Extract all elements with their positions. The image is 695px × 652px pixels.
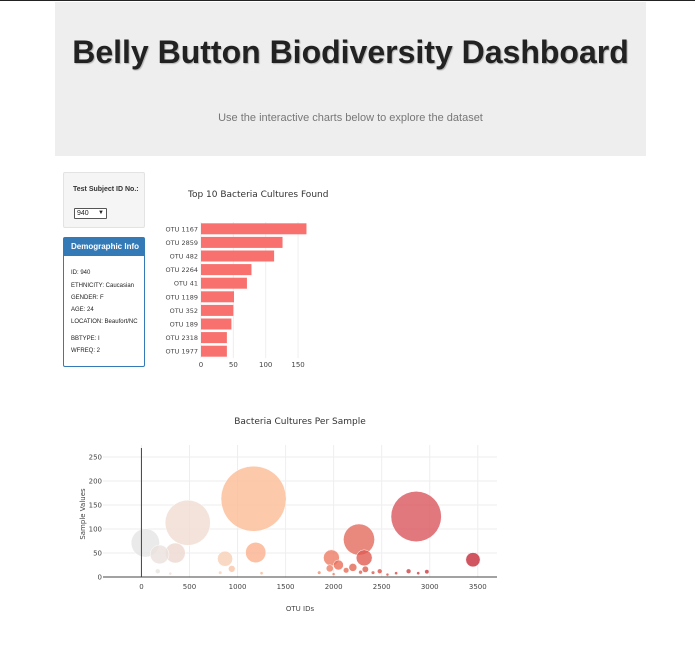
- bar-chart-y-tick-label: OTU 2859: [166, 239, 198, 247]
- bubble-chart-point[interactable]: [217, 550, 233, 567]
- bar-chart-bar[interactable]: [201, 318, 232, 330]
- bubble-chart-x-tick-label: 2000: [325, 583, 343, 591]
- bar-chart-bar[interactable]: [201, 264, 252, 276]
- bar-chart-y-tick-label: OTU 2264: [166, 266, 198, 274]
- top-border-line: [0, 0, 695, 1]
- bubble-chart-x-tick-label: 0: [139, 583, 143, 591]
- bar-chart-title: Top 10 Bacteria Cultures Found: [187, 190, 328, 200]
- bubble-chart-point[interactable]: [358, 569, 363, 575]
- bar-chart-bar[interactable]: [201, 250, 275, 262]
- bubble-chart-point[interactable]: [390, 491, 442, 542]
- bubble-chart-point[interactable]: [377, 568, 383, 574]
- demographic-row-gender: GENDER: F: [71, 295, 104, 301]
- subject-id-select[interactable]: 940 ▼: [74, 208, 107, 219]
- subject-selector-well: Test Subject ID No.: 940 ▼: [63, 172, 145, 228]
- bubble-chart-point[interactable]: [343, 523, 375, 556]
- bar-chart-y-tick-label: OTU 2318: [166, 334, 198, 342]
- bubble-chart-point[interactable]: [333, 559, 344, 571]
- bubble-chart-point[interactable]: [370, 570, 376, 575]
- bubble-chart-point[interactable]: [164, 499, 211, 546]
- bubble-chart-point[interactable]: [228, 565, 236, 573]
- bubble-chart-point[interactable]: [361, 565, 369, 573]
- bar-chart-x-tick-label: 0: [199, 361, 203, 369]
- bubble-chart-point[interactable]: [465, 552, 481, 568]
- bar-chart-x-tick-label: 50: [229, 361, 238, 369]
- bubble-chart-x-tick-label: 3000: [421, 583, 439, 591]
- bubble-chart-point[interactable]: [331, 572, 336, 576]
- bubble-chart-point[interactable]: [385, 572, 390, 577]
- bubble-chart-y-tick-label: 150: [89, 502, 102, 510]
- demographic-row-location: LOCATION: Beaufort/NC: [71, 319, 138, 325]
- bubble-chart-point[interactable]: [168, 571, 173, 576]
- bar-chart-bar[interactable]: [201, 223, 307, 235]
- bubble-chart-y-tick-label: 50: [93, 550, 102, 558]
- bubble-chart-point[interactable]: [355, 549, 373, 567]
- bar-chart-y-tick-label: OTU 1977: [166, 348, 198, 356]
- bubble-chart-x-axis-label: OTU IDs: [286, 605, 315, 613]
- chevron-down-icon: ▼: [98, 210, 104, 216]
- bar-chart-y-tick-label: OTU 1167: [166, 225, 198, 233]
- bubble-chart-point[interactable]: [424, 569, 430, 575]
- bubble-chart-point[interactable]: [245, 542, 267, 563]
- bubble-chart-point[interactable]: [394, 571, 398, 576]
- demographic-row-id: ID: 940: [71, 270, 91, 276]
- bubble-chart-x-tick-label: 3500: [469, 583, 487, 591]
- bubble-chart-y-axis-label: Sample Values: [79, 488, 87, 540]
- bubble-chart-point[interactable]: [155, 568, 161, 574]
- page-subtitle: Use the interactive charts below to expl…: [218, 112, 483, 124]
- bar-chart-y-tick-label: OTU 352: [170, 307, 198, 315]
- bubble-chart-x-tick-label: 1500: [277, 583, 295, 591]
- bubble-chart-point[interactable]: [220, 465, 287, 532]
- bar-chart-y-tick-label: OTU 482: [170, 253, 198, 261]
- demographic-row-ethnicity: ETHNICITY: Caucasian: [71, 283, 135, 289]
- bubble-chart-title: Bacteria Cultures Per Sample: [234, 417, 366, 427]
- bubble-chart-point[interactable]: [416, 571, 421, 576]
- bubble-chart-point[interactable]: [317, 570, 322, 575]
- header-banner: Belly Button Biodiversity Dashboard Use …: [55, 2, 646, 156]
- subject-id-selected-value: 940: [77, 210, 89, 217]
- bubble-chart-point[interactable]: [405, 568, 412, 574]
- bar-chart-bar[interactable]: [201, 236, 283, 248]
- bar-chart-x-tick-label: 100: [259, 361, 272, 369]
- bubble-chart-y-tick-label: 200: [89, 478, 102, 486]
- page-title: Belly Button Biodiversity Dashboard: [72, 34, 629, 70]
- bubble-chart-point[interactable]: [348, 563, 358, 572]
- bar-chart-y-tick-label: OTU 1189: [166, 293, 198, 301]
- bubble-chart-y-tick-label: 100: [89, 526, 102, 534]
- demographic-info-heading: Demographic Info: [64, 238, 144, 256]
- bubble-chart: Bacteria Cultures Per Sample 0 50 100 150 20…: [79, 417, 497, 613]
- bubble-chart-x-tick-label: 500: [183, 583, 196, 591]
- bubble-chart-y-tick-label: 0: [98, 574, 102, 582]
- bubble-chart-point[interactable]: [325, 564, 334, 573]
- demographic-info-panel: Demographic Info ID: 940 ETHNICITY: Cauc…: [63, 237, 145, 367]
- demographic-row-bbtype: BBTYPE: I: [71, 336, 100, 342]
- demographic-row-wfreq: WFREQ: 2: [71, 348, 101, 354]
- bubble-chart-point[interactable]: [259, 571, 264, 576]
- subject-selector-label: Test Subject ID No.:: [73, 186, 139, 193]
- bar-chart-bar[interactable]: [201, 332, 227, 344]
- top-ten-bar-chart: Top 10 Bacteria Cultures Found OTU 1167 O…: [166, 190, 329, 369]
- bubble-chart-point[interactable]: [343, 567, 350, 574]
- bar-chart-x-tick-label: 150: [291, 361, 304, 369]
- bubble-chart-point[interactable]: [149, 544, 170, 565]
- bar-chart-bar[interactable]: [201, 345, 227, 357]
- bubble-chart-y-tick-label: 250: [89, 454, 102, 462]
- bar-chart-bar[interactable]: [201, 304, 234, 316]
- bubble-chart-point[interactable]: [218, 570, 223, 575]
- bar-chart-bar[interactable]: [201, 277, 247, 289]
- bubble-chart-x-tick-label: 2500: [373, 583, 391, 591]
- bar-chart-bar[interactable]: [201, 291, 234, 303]
- demographic-row-age: AGE: 24: [71, 307, 94, 313]
- bubble-chart-x-tick-label: 1000: [229, 583, 247, 591]
- bar-chart-y-tick-label: OTU 41: [174, 280, 198, 288]
- bar-chart-y-tick-label: OTU 189: [170, 321, 198, 329]
